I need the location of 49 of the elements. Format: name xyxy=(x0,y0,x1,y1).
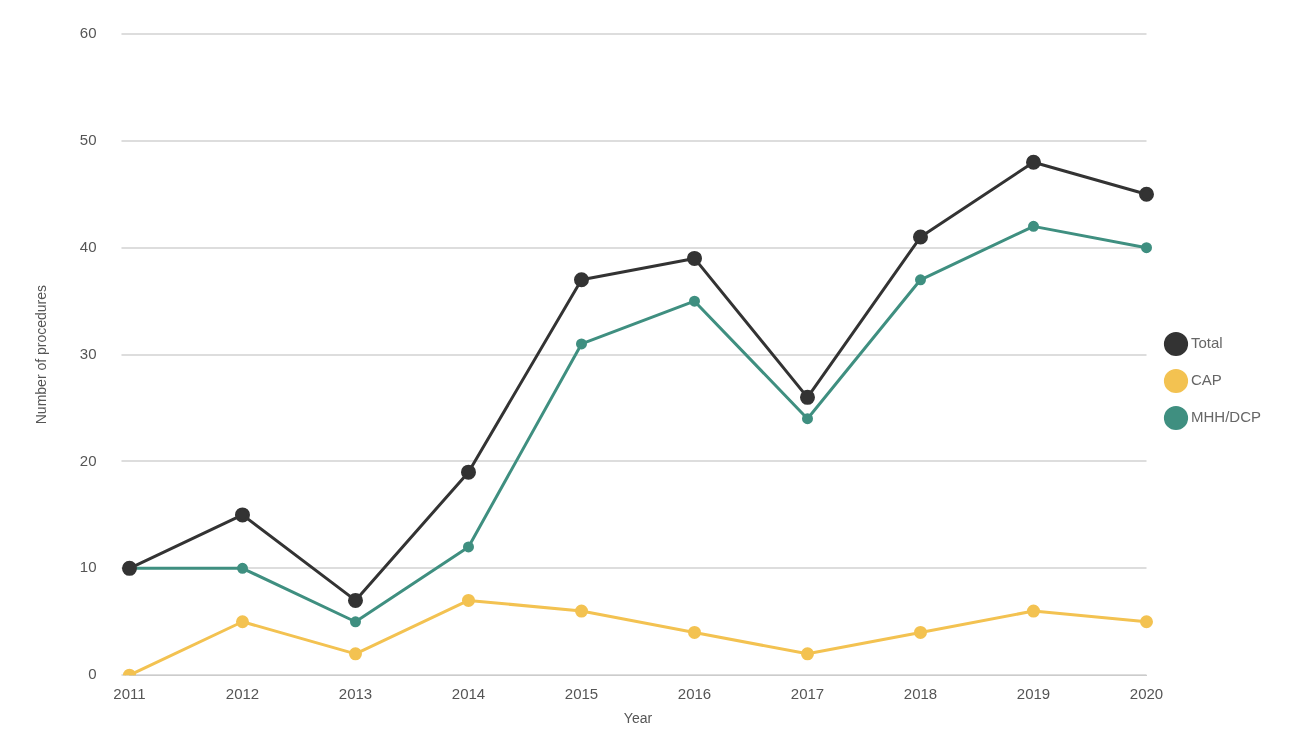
point xyxy=(802,413,813,425)
point xyxy=(1139,186,1154,202)
point xyxy=(348,647,362,661)
x-tick-label: 2017 xyxy=(790,685,825,703)
point xyxy=(573,272,589,288)
x-tick-label: 2011 xyxy=(113,685,146,703)
y-tick-label: 60 xyxy=(79,24,97,42)
y-tick-label: 0 xyxy=(88,665,97,683)
x-tick-label: 2016 xyxy=(677,685,712,703)
x-tick-label: 2019 xyxy=(1016,685,1051,703)
legend-label: Total xyxy=(1191,334,1223,352)
y-tick-label: 10 xyxy=(79,558,97,576)
y-tick-label: 20 xyxy=(79,451,97,469)
point xyxy=(1027,604,1040,618)
point xyxy=(800,389,815,405)
x-tick-label: 2015 xyxy=(564,685,599,703)
point xyxy=(574,604,588,618)
y-tick-label: 50 xyxy=(79,131,97,149)
x-tick-label: 2020 xyxy=(1129,685,1164,703)
point xyxy=(1140,615,1153,629)
point xyxy=(1141,242,1152,254)
y-axis-title: Number of procedures xyxy=(33,284,50,425)
point xyxy=(915,274,926,286)
point xyxy=(347,592,363,608)
point xyxy=(1028,220,1039,232)
point xyxy=(460,464,476,480)
point xyxy=(462,541,474,553)
point xyxy=(461,593,475,607)
point xyxy=(349,616,361,628)
point xyxy=(575,338,587,350)
point xyxy=(801,647,814,661)
x-tick-label: 2013 xyxy=(338,685,373,703)
point xyxy=(236,562,248,574)
point xyxy=(686,250,702,266)
y-tick-label: 40 xyxy=(79,237,97,255)
x-axis-title: Year xyxy=(623,710,653,727)
point xyxy=(913,229,928,245)
point xyxy=(914,625,927,639)
point xyxy=(1026,154,1041,170)
x-tick-label: 2014 xyxy=(451,685,486,703)
legend-label: MHH/DCP xyxy=(1191,408,1261,426)
x-tick-label: 2012 xyxy=(225,685,260,703)
legend-label: CAP xyxy=(1191,371,1222,389)
point xyxy=(234,507,250,523)
point xyxy=(687,625,701,639)
point xyxy=(235,615,249,629)
x-tick-label: 2018 xyxy=(903,685,938,703)
y-tick-label: 30 xyxy=(79,344,97,362)
point xyxy=(688,295,700,307)
